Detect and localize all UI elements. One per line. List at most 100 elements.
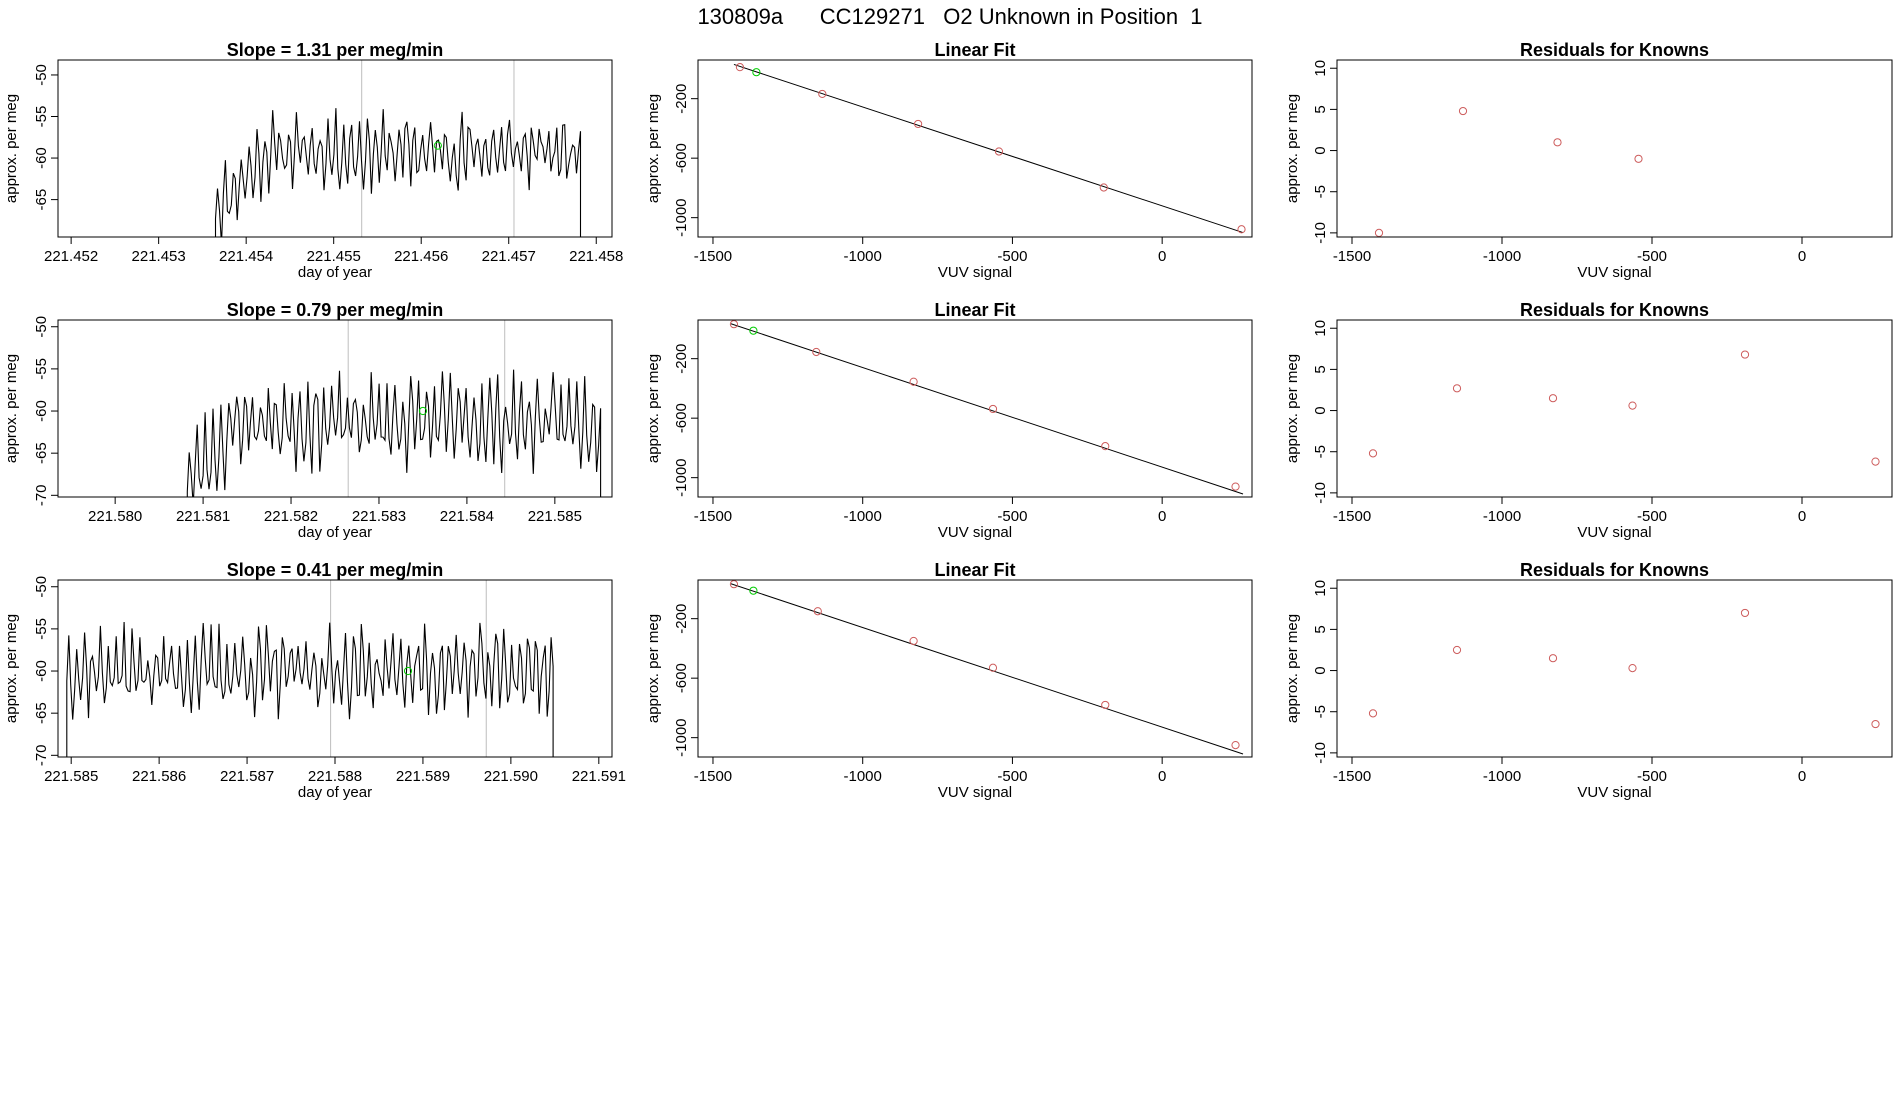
y-axis-label: approx. per meg <box>645 354 662 463</box>
x-tick-label: -500 <box>997 508 1027 525</box>
x-tick-label: 221.590 <box>484 768 538 785</box>
known-point <box>988 404 998 414</box>
x-tick-label: -1500 <box>694 508 732 525</box>
plot-area <box>1368 350 1880 466</box>
panel-title: Slope = 1.31 per meg/min <box>227 40 444 60</box>
y-tick-label: -60 <box>33 660 50 682</box>
known-point <box>909 377 918 386</box>
y-axis-label: approx. per meg <box>3 94 20 203</box>
fit-line <box>730 583 1244 755</box>
y-tick-label: -65 <box>33 442 50 464</box>
x-tick-label: 221.454 <box>219 248 273 265</box>
x-tick-label: 221.585 <box>44 768 98 785</box>
y-tick-label: 5 <box>1312 105 1329 113</box>
plot-frame <box>697 579 1253 758</box>
known-point <box>1368 449 1378 458</box>
panel-title: Slope = 0.41 per meg/min <box>227 560 444 580</box>
known-point <box>1452 384 1462 393</box>
y-tick-label: 0 <box>1312 666 1329 674</box>
panel-title: Residuals for Knowns <box>1520 560 1709 580</box>
x-tick-label: -1500 <box>1333 248 1371 265</box>
y-tick-label: -60 <box>33 400 50 422</box>
plot-frame <box>57 59 613 238</box>
known-point <box>813 607 822 616</box>
x-tick-label: 0 <box>1798 248 1806 265</box>
y-tick-label: -55 <box>33 618 50 640</box>
x-tick-label: -1000 <box>844 768 882 785</box>
panel-title: Slope = 0.79 per meg/min <box>227 300 444 320</box>
y-tick-label: -1000 <box>673 198 690 236</box>
known-point <box>1548 654 1558 663</box>
known-point <box>1740 608 1750 618</box>
known-point <box>914 119 923 129</box>
known-point <box>1871 457 1880 466</box>
x-axis-label: VUV signal <box>1577 264 1651 281</box>
known-point <box>729 580 739 589</box>
y-tick-label: -10 <box>1312 742 1329 764</box>
y-tick-label: -55 <box>33 106 50 128</box>
y-tick-label: -50 <box>33 576 50 598</box>
known-point <box>1099 183 1108 192</box>
fit-line <box>733 63 1244 234</box>
plot-area <box>729 580 1244 755</box>
y-tick-label: 0 <box>1312 146 1329 154</box>
x-tick-label: -1500 <box>1333 508 1371 525</box>
x-tick-label: -1000 <box>844 508 882 525</box>
known-point <box>988 663 998 672</box>
known-point <box>1101 442 1110 451</box>
y-tick-label: -65 <box>33 702 50 724</box>
known-point <box>1452 645 1462 655</box>
x-tick-label: 221.582 <box>264 508 318 525</box>
x-axis-label: day of year <box>298 524 372 541</box>
plot-area <box>214 60 582 237</box>
plot-frame <box>1336 59 1893 238</box>
x-tick-label: 221.583 <box>352 508 406 525</box>
plot-area <box>66 580 554 757</box>
y-tick-label: -200 <box>673 84 690 114</box>
x-tick-label: 0 <box>1158 768 1166 785</box>
plot-area <box>1368 608 1880 729</box>
known-point <box>1634 154 1643 163</box>
data-trace <box>66 621 554 757</box>
x-tick-label: -500 <box>997 248 1027 265</box>
plot-area <box>106 320 602 497</box>
plot-frame <box>57 319 613 498</box>
known-point <box>1231 482 1240 491</box>
y-tick-label: -200 <box>673 344 690 374</box>
plot-area <box>729 320 1244 495</box>
x-tick-label: 221.589 <box>396 768 450 785</box>
y-tick-label: -1000 <box>673 718 690 756</box>
known-point <box>1237 225 1246 234</box>
y-tick-label: 10 <box>1312 320 1329 337</box>
y-tick-label: -70 <box>33 484 50 506</box>
unknown-marker <box>418 406 428 416</box>
y-axis-label: approx. per meg <box>645 94 662 203</box>
known-point <box>1368 709 1378 718</box>
x-axis-label: day of year <box>298 264 372 281</box>
y-axis-label: approx. per meg <box>645 614 662 723</box>
x-tick-label: -1000 <box>1483 768 1521 785</box>
x-tick-label: -1500 <box>1333 768 1371 785</box>
unknown-marker <box>403 666 413 676</box>
x-tick-label: 0 <box>1798 508 1806 525</box>
x-tick-label: 221.584 <box>440 508 494 525</box>
x-tick-label: 221.457 <box>482 248 536 265</box>
plot-frame <box>697 319 1253 498</box>
known-point <box>1871 719 1880 729</box>
panel-title: Linear Fit <box>934 300 1015 320</box>
y-tick-label: 10 <box>1312 580 1329 597</box>
x-tick-label: 0 <box>1798 768 1806 785</box>
panel-r3-time: Slope = 0.41 per meg/min 221.585 221.586 22… <box>3 560 626 801</box>
panel-title: Linear Fit <box>934 560 1015 580</box>
y-tick-label: -60 <box>33 147 50 169</box>
x-axis-label: VUV signal <box>1577 784 1651 801</box>
x-tick-label: 221.456 <box>394 248 448 265</box>
known-point <box>1231 741 1240 750</box>
figure-title: 130809a CC129271 O2 Unknown in Position … <box>697 4 1203 29</box>
x-tick-label: 221.587 <box>220 768 274 785</box>
x-axis-label: VUV signal <box>1577 524 1651 541</box>
y-tick-label: -10 <box>1312 222 1329 244</box>
